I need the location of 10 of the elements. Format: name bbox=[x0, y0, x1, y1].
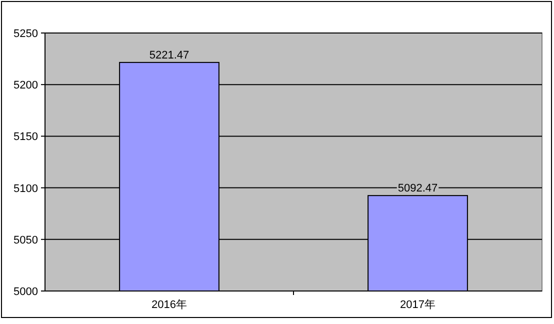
data-label: 5221.47 bbox=[149, 49, 190, 62]
ytick: 5200 bbox=[14, 80, 38, 92]
ytick: 5150 bbox=[14, 131, 38, 144]
xtick: 2016年 bbox=[152, 299, 187, 311]
ytick: 5100 bbox=[14, 182, 38, 195]
data-label: 5092.47 bbox=[398, 182, 438, 195]
xtick: 2017年 bbox=[400, 299, 436, 311]
ytick: 5050 bbox=[14, 234, 38, 246]
ytick: 5000 bbox=[14, 286, 38, 298]
ytick: 5250 bbox=[14, 28, 38, 40]
